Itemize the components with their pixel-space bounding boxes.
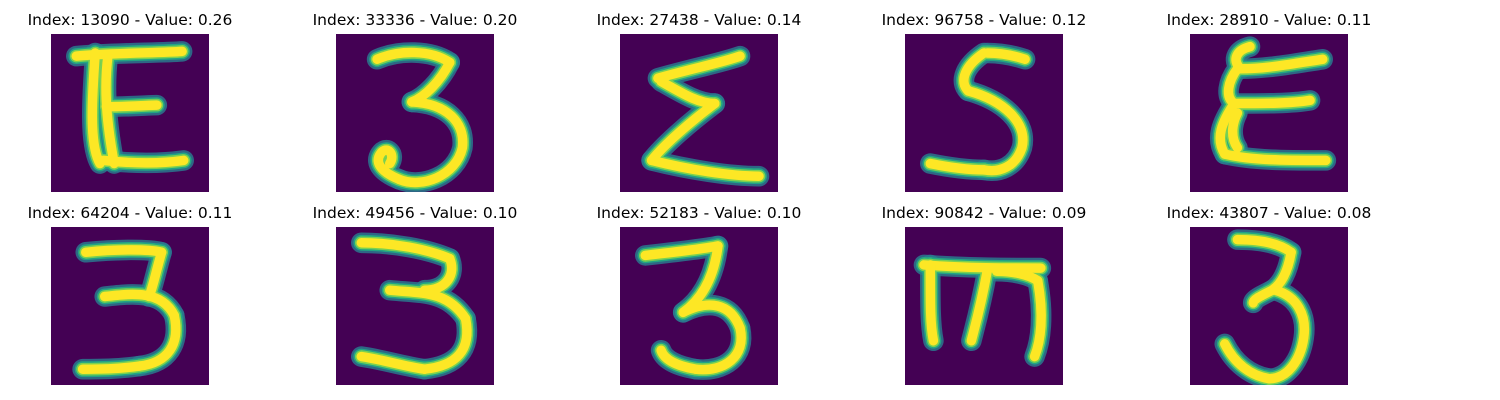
digit-panel: Index: 96758 - Value: 0.12	[854, 0, 1114, 192]
digit-panel: Index: 28910 - Value: 0.11	[1139, 0, 1399, 192]
digit-image	[1190, 227, 1348, 385]
digit-panel: Index: 33336 - Value: 0.20	[285, 0, 545, 192]
digit-stroke	[1214, 229, 1315, 385]
digit-panel: Index: 43807 - Value: 0.08	[1139, 193, 1399, 385]
panel-title: Index: 43807 - Value: 0.08	[1166, 204, 1372, 222]
digit-stroke	[641, 45, 770, 187]
digit-image	[51, 227, 209, 385]
digit-image	[620, 227, 778, 385]
digit-image	[1190, 34, 1348, 192]
digit-panel: Index: 27438 - Value: 0.14	[569, 0, 829, 192]
digit-stroke	[366, 42, 473, 192]
digit-image	[905, 227, 1063, 385]
panel-title: Index: 52183 - Value: 0.10	[596, 204, 802, 222]
digit-panel: Index: 13090 - Value: 0.26	[0, 0, 260, 192]
digit-stroke	[66, 41, 194, 174]
digit-stroke	[72, 239, 186, 380]
digit-image	[620, 34, 778, 192]
digit-image	[905, 34, 1063, 192]
digit-stroke	[920, 42, 1036, 181]
digit-image	[336, 227, 494, 385]
digit-stroke	[635, 235, 752, 380]
panel-title: Index: 33336 - Value: 0.20	[312, 11, 518, 29]
image-background	[1190, 227, 1348, 385]
digit-stroke	[351, 232, 478, 380]
panel-title: Index: 64204 - Value: 0.11	[27, 204, 233, 222]
digit-image	[51, 34, 209, 192]
panel-title: Index: 96758 - Value: 0.12	[881, 11, 1087, 29]
digit-stroke	[1209, 36, 1337, 171]
digit-panel: Index: 49456 - Value: 0.10	[285, 193, 545, 385]
panel-title: Index: 27438 - Value: 0.14	[596, 11, 802, 29]
digit-stroke	[913, 254, 1052, 367]
digit-panel: Index: 64204 - Value: 0.11	[0, 193, 260, 385]
digit-image	[336, 34, 494, 192]
panel-title: Index: 28910 - Value: 0.11	[1166, 11, 1372, 29]
panel-title: Index: 90842 - Value: 0.09	[881, 204, 1087, 222]
panel-title: Index: 13090 - Value: 0.26	[27, 11, 233, 29]
panel-title: Index: 49456 - Value: 0.10	[312, 204, 518, 222]
digit-panel: Index: 52183 - Value: 0.10	[569, 193, 829, 385]
digit-panel: Index: 90842 - Value: 0.09	[854, 193, 1114, 385]
